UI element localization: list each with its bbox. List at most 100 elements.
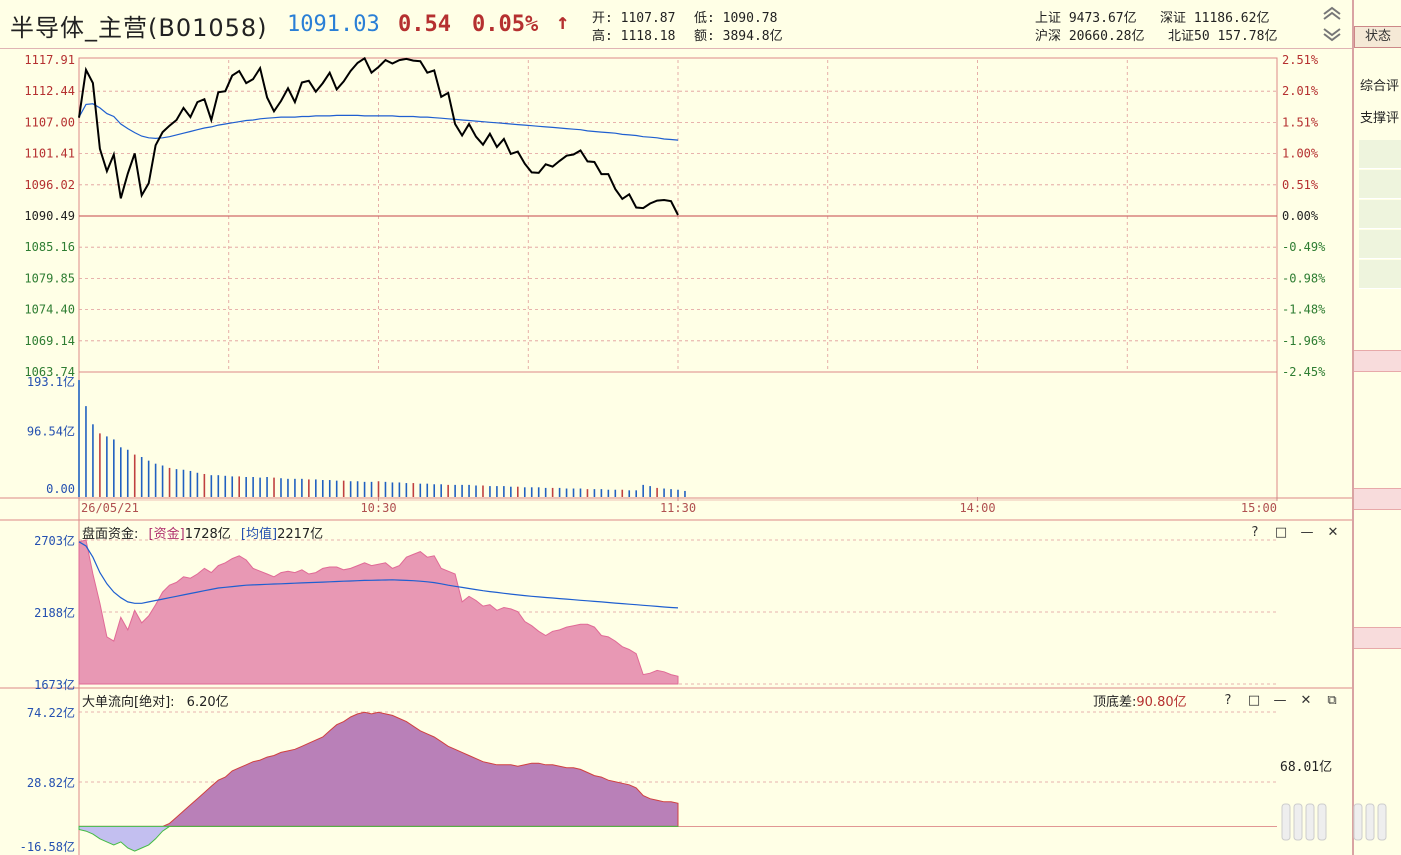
time-tick-label: 15:00 [1241,501,1277,515]
close-icon[interactable]: ✕ [1327,525,1339,540]
price-tick-label: 1117.91 [24,53,75,67]
price-tick-label: 1107.00 [24,115,75,129]
help-icon[interactable]: ? [1224,693,1232,708]
panel-separator[interactable] [1354,350,1401,372]
bigorder-panel [78,711,679,852]
minimize-icon[interactable]: — [1273,693,1287,708]
bigorder-value: 6.20亿 [186,695,229,710]
pct-tick-label: 0.51% [1282,178,1319,192]
volume-tick-label: 193.1亿 [27,374,75,389]
up-arrow-icon: ↑ [556,10,570,35]
high-price: 高: 1118.18 [592,29,676,44]
diff-value: 90.80亿 [1136,695,1187,710]
bigorder-title-label: 大单流向[绝对]: [82,695,175,710]
volume-tick-label: 96.54亿 [27,424,75,439]
top-bottom-diff: 顶底差:90.80亿 [1093,691,1187,710]
bigorder-negative-area [78,825,679,852]
avg-label: [均值] [240,527,278,542]
fund-panel-title: 盘面资金: [资金]1728亿 [均值]2217亿 [82,523,323,542]
fund-tick-label: 2188亿 [34,605,75,620]
bigorder-panel-controls: ? □ — ✕ ⧉ [1221,693,1339,708]
fund-panel [78,539,679,685]
popout-icon[interactable]: ⧉ [1327,693,1337,708]
price-tick-label: 1085.16 [24,240,75,254]
fund-avg-line [78,541,679,609]
fund-tick-label: 1673亿 [34,677,75,692]
diff-label: 顶底差: [1093,695,1137,710]
rating-item-1[interactable]: 综合评 [1360,79,1400,94]
volume-tick-label: 0.00 [46,482,75,496]
pct-tick-label: -0.98% [1282,271,1326,285]
bigorder-tick-label: -16.58亿 [20,839,75,854]
pct-tick-label: 0.00% [1282,209,1319,223]
fund-value: 1728亿 [184,527,231,542]
time-tick-label: 26/05/21 [81,501,139,515]
price-tick-label: 1101.41 [24,147,75,161]
volume-panel [78,380,686,497]
low-price: 低: 1090.78 [694,11,778,26]
intraday-chart[interactable]: 1117.91 2.51% 1112.44 2.01% 1107.00 1.51% 1101… [0,48,1352,855]
turnover-amount: 额: 3894.8亿 [694,29,783,44]
price-tick-label: 1063.74 [24,365,75,379]
panel-separator[interactable] [1354,627,1401,649]
rating-item-2[interactable]: 支撑评 [1360,111,1400,126]
rating-cell [1359,140,1401,169]
price-tick-label: 1074.40 [24,303,75,317]
security-name: 半导体_主营(B01058) [10,14,268,42]
quote-header: 半导体_主营(B01058) 1091.03 0.54 0.05% ↑ 开: 1… [0,0,1352,49]
pct-tick-label: -1.48% [1282,303,1326,317]
price-tick-label: 1079.85 [24,271,75,285]
time-tick-label: 10:30 [360,501,396,515]
bigorder-positive-area [78,711,679,827]
sz-turnover: 深证 11186.62亿 [1160,11,1270,26]
price-line [78,56,679,216]
help-icon[interactable]: ? [1251,525,1259,540]
pct-tick-label: 2.51% [1282,53,1319,67]
hs-turnover: 沪深 20660.28亿 [1035,29,1145,44]
tab-status[interactable]: 状态 [1354,26,1401,48]
rating-cell [1359,260,1401,289]
pct-tick-label: -2.45% [1282,365,1326,379]
bigorder-side-value: 68.01亿 [1280,760,1333,775]
avg-value: 2217亿 [277,527,324,542]
pct-tick-label: 1.51% [1282,115,1319,129]
fund-panel-controls: ? □ — ✕ [1248,525,1340,540]
fund-area [78,539,679,685]
fund-tick-label: 2703亿 [34,533,75,548]
rating-cell [1359,170,1401,199]
maximize-icon[interactable]: □ [1247,693,1261,708]
pct-tick-label: 2.01% [1282,84,1319,98]
maximize-icon[interactable]: □ [1274,525,1288,540]
bigorder-panel-title: 大单流向[绝对]: 6.20亿 [82,691,229,710]
right-status-panel: 状态 综合评 支撑评 [1352,0,1401,855]
time-tick-label: 14:00 [959,501,995,515]
price-panel [78,56,679,216]
chart-grid [0,57,1352,855]
rating-cell [1359,200,1401,229]
open-price: 开: 1107.87 [592,11,676,26]
scroll-thumbnails[interactable] [1280,800,1400,845]
close-icon[interactable]: ✕ [1300,693,1312,708]
last-price: 1091.03 [287,12,380,37]
fund-title-label: 盘面资金: [82,527,139,542]
price-tick-label: 1112.44 [24,84,75,98]
sh-turnover: 上证 9473.67亿 [1035,11,1137,26]
collapse-expand-icon[interactable] [1318,2,1346,44]
axis-labels: 1117.91 2.51% 1112.44 2.01% 1107.00 1.51% 1101… [20,53,1326,854]
price-change: 0.54 [398,12,451,37]
price-tick-label: 1069.14 [24,334,75,348]
fund-label: [资金] [148,527,185,542]
price-tick-label: 1090.49 [24,209,75,223]
price-tick-label: 1096.02 [24,178,75,192]
panel-separator[interactable] [1354,488,1401,510]
pct-tick-label: -0.49% [1282,240,1326,254]
bigorder-tick-label: 28.82亿 [27,775,75,790]
bigorder-tick-label: 74.22亿 [27,705,75,720]
time-tick-label: 11:30 [660,501,696,515]
minimize-icon[interactable]: — [1300,525,1314,540]
avg-price-line [78,103,679,141]
pct-tick-label: -1.96% [1282,334,1326,348]
rating-cell [1359,230,1401,259]
price-change-pct: 0.05% [472,12,539,37]
bz50-turnover: 北证50 157.78亿 [1168,29,1278,44]
